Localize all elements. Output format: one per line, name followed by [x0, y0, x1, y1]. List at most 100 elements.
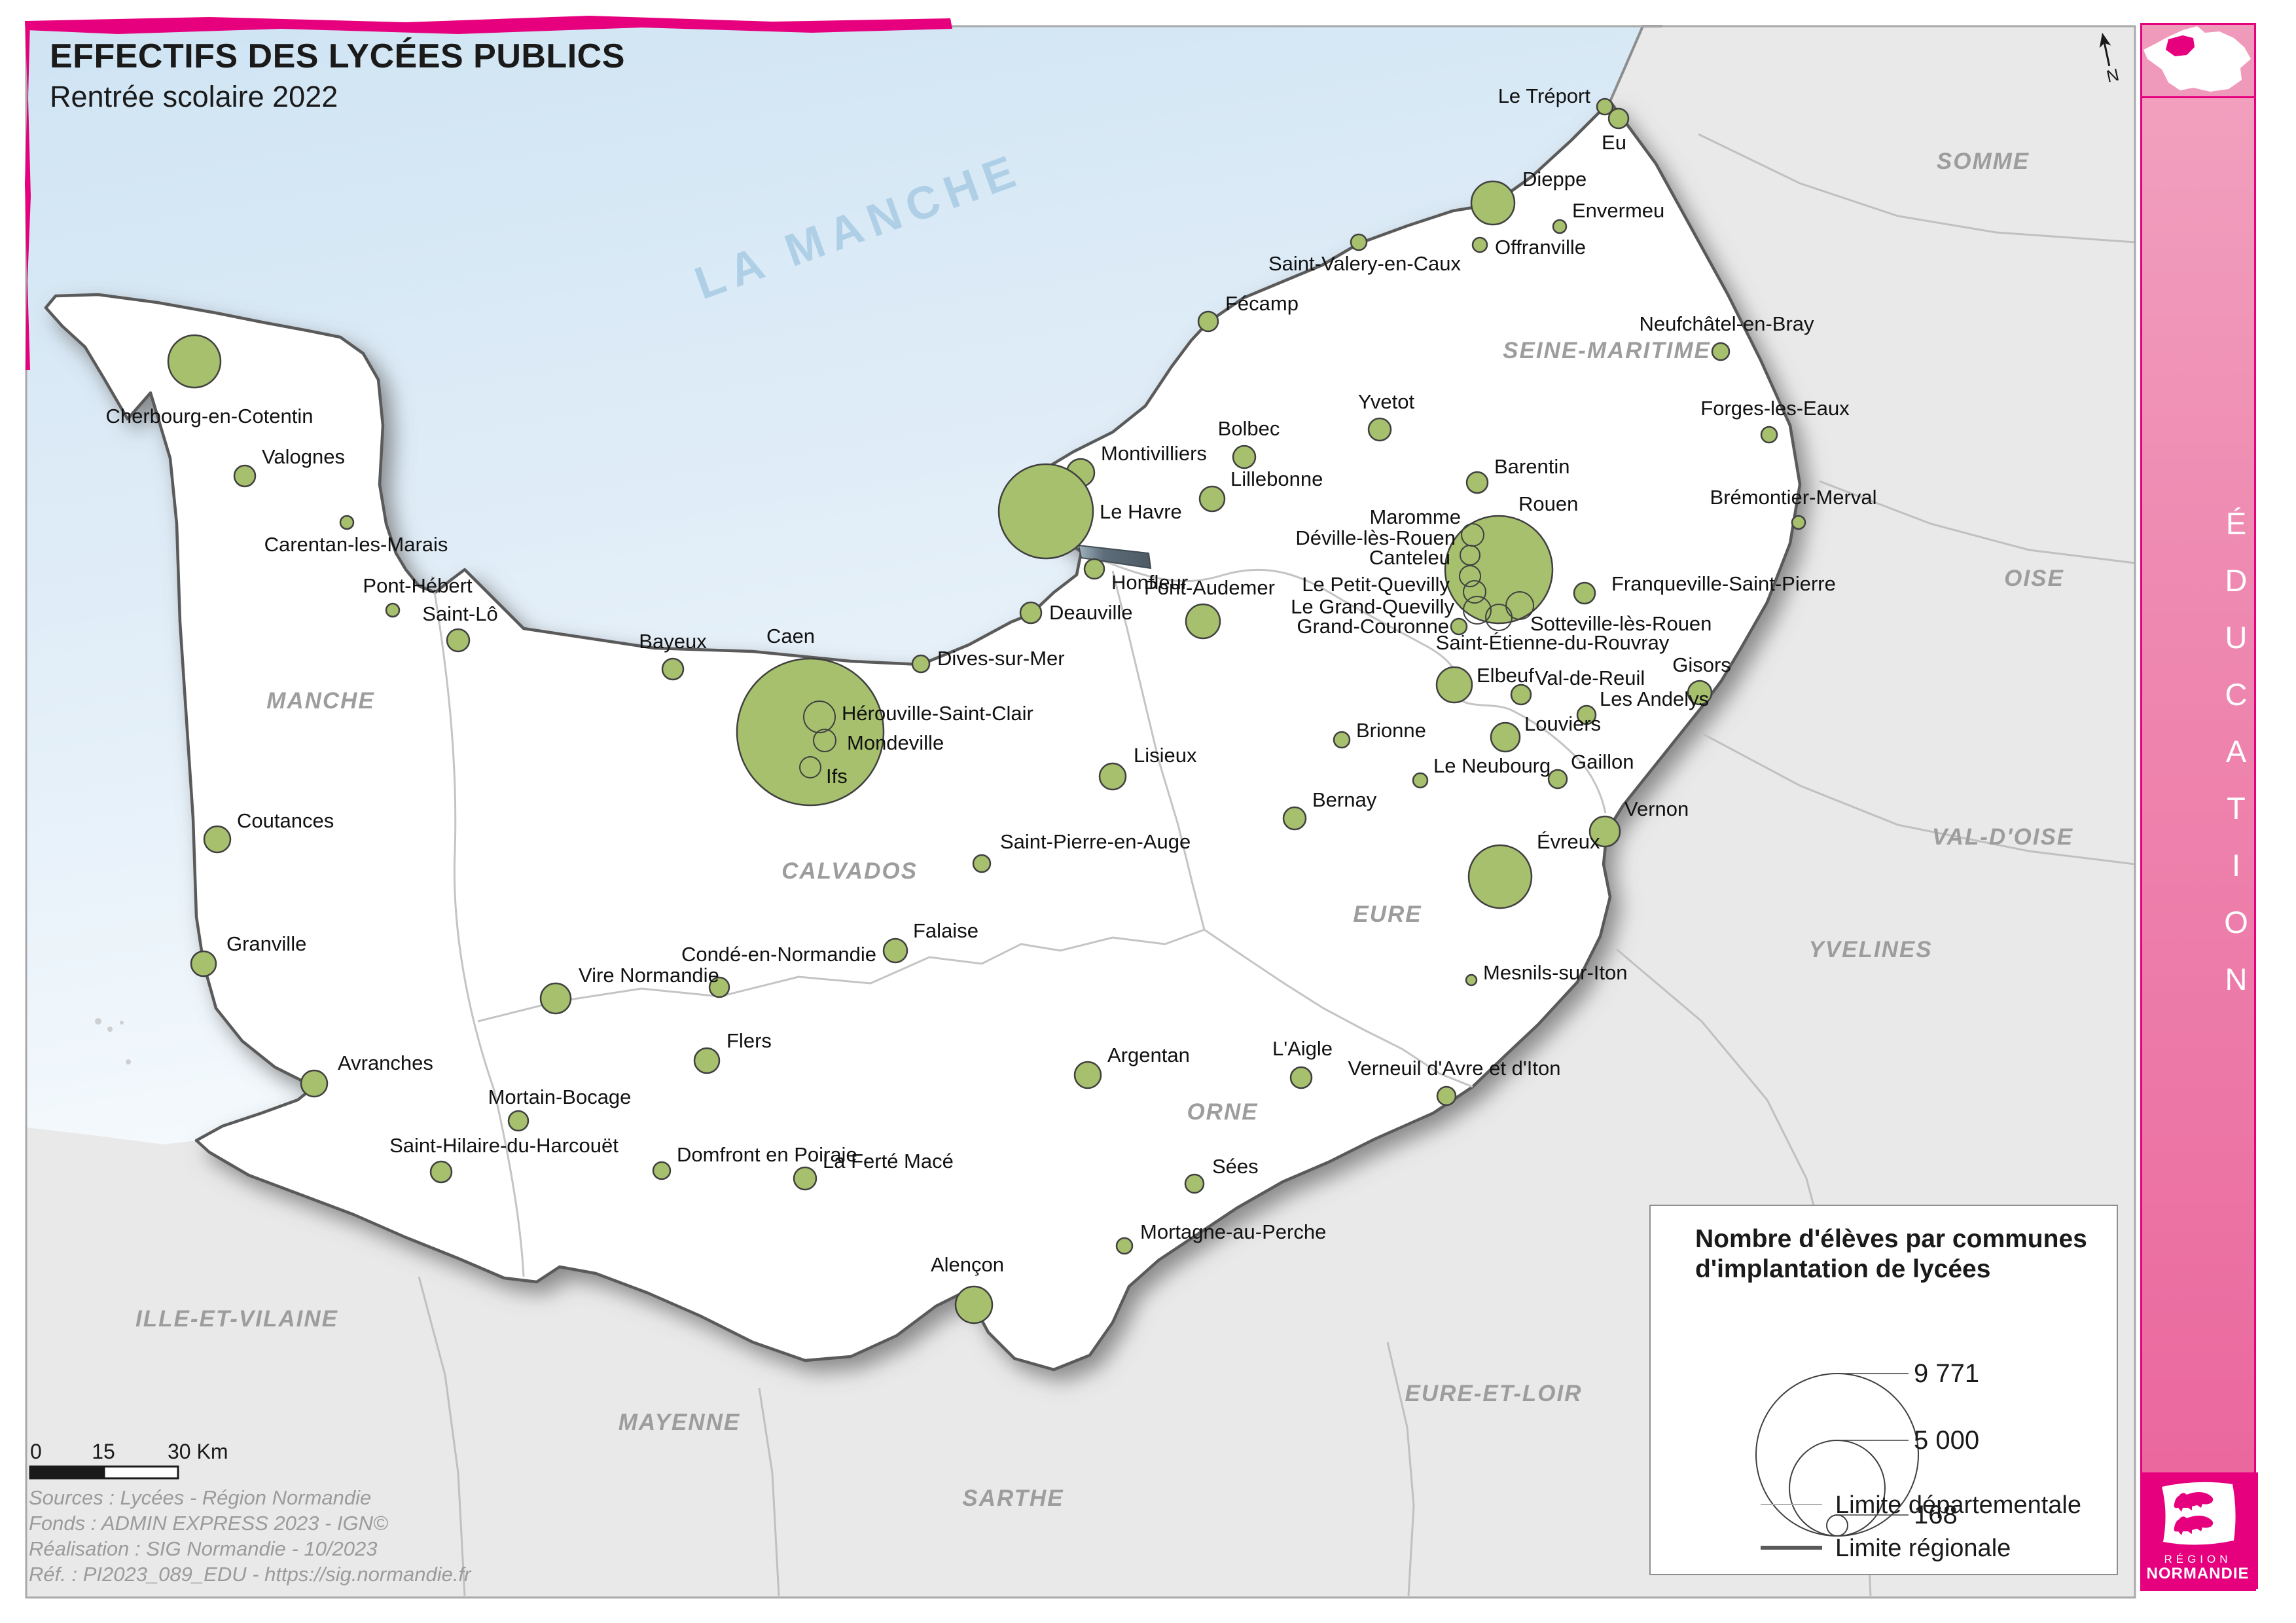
city-label: Grand-Couronne: [1297, 615, 1449, 638]
city-label: Mortain-Bocage: [488, 1085, 632, 1108]
city-circle: [1435, 666, 1473, 704]
city-label: Mortagne-au-Perche: [1140, 1220, 1326, 1243]
city-label: Vire Normandie: [579, 964, 719, 987]
brand-brush-top: [26, 16, 952, 34]
city-label: Le Grand-Quevilly: [1291, 595, 1454, 618]
city-circle: [708, 976, 730, 998]
city-label: Condé-en-Normandie: [681, 943, 876, 966]
city-circle: [429, 1160, 453, 1184]
city-circle: [1465, 974, 1478, 987]
department-label: OISE: [2004, 566, 2064, 591]
city-circle: [661, 657, 685, 681]
seine-estuary: [1077, 544, 1152, 570]
brand-brush-left: [25, 21, 31, 370]
credit-line: Fonds : ADMIN EXPRESS 2023 - IGN©: [29, 1512, 388, 1535]
city-label: Évreux: [1537, 830, 1600, 853]
scale-segment-empty: [103, 1465, 179, 1480]
credit-line: Sources : Lycées - Région Normandie: [29, 1486, 372, 1509]
city-circle-inner: [1459, 565, 1481, 587]
city-circle: [1412, 772, 1429, 789]
city-label: Le Tréport: [1498, 84, 1591, 107]
city-circle: [190, 950, 217, 977]
department-label: SARTHE: [962, 1486, 1064, 1511]
legend-box: Nombre d'élèves par communes d'implantat…: [1649, 1205, 2118, 1575]
city-circle: [1289, 1066, 1313, 1089]
city-label: Le Petit-Quevilly: [1302, 573, 1450, 596]
city-label: Pont-Hébert: [363, 574, 473, 597]
city-circle: [1184, 1173, 1205, 1194]
title-block: EFFECTIFS DES LYCÉES PUBLICS Rentrée sco…: [50, 37, 625, 114]
page-title: EFFECTIFS DES LYCÉES PUBLICS: [50, 37, 625, 75]
city-circle: [1791, 515, 1806, 530]
city-label: Envermeu: [1572, 199, 1664, 222]
city-label: Bernay: [1312, 788, 1377, 811]
city-circle: [1467, 844, 1533, 909]
city-label: Forges-les-Eaux: [1700, 397, 1850, 420]
city-label: Valognes: [262, 445, 345, 468]
city-label: Coutances: [237, 809, 334, 832]
scale-bar: 0 15 30 Km: [29, 1440, 304, 1486]
department-label: MAYENNE: [619, 1410, 740, 1435]
city-label: Rouen: [1518, 492, 1578, 515]
logo-region-text: RÉGION: [2164, 1553, 2231, 1565]
city-circle: [972, 854, 992, 873]
map-frame: [25, 25, 2136, 1599]
city-circle-inner: [1505, 591, 1534, 620]
city-circle: [997, 463, 1094, 560]
city-circle: [203, 825, 232, 854]
city-label: Bolbec: [1218, 417, 1280, 440]
department-label: YVELINES: [1808, 937, 1932, 962]
city-label: Dieppe: [1522, 168, 1587, 191]
city-label: Honfleur: [1111, 571, 1188, 594]
legend-circle: [1789, 1440, 1886, 1537]
city-circle: [1185, 603, 1221, 640]
city-circle: [1115, 1237, 1134, 1255]
city-label: Mesnils-sur-Iton: [1483, 961, 1628, 984]
legend-limit-label: Limite départementale: [1835, 1491, 2081, 1519]
city-label: Lisieux: [1134, 744, 1197, 767]
city-label: Les Andelys: [1600, 687, 1709, 710]
city-circle: [1552, 219, 1568, 234]
city-label: Saint-Hilaire-du-Harcouët: [389, 1134, 619, 1157]
city-circle: [1760, 426, 1778, 444]
departmental-borders: [431, 553, 1607, 1277]
city-label: L'Aigle: [1272, 1037, 1333, 1060]
department-label: VAL-D'OISE: [1932, 824, 2073, 850]
city-label: Val-de-Reuil: [1535, 666, 1645, 689]
city-label: Brionne: [1356, 719, 1426, 742]
city-circle: [385, 602, 401, 618]
chausey-islets: [95, 1018, 131, 1065]
city-label: Deauville: [1049, 601, 1133, 624]
city-circle: [1450, 617, 1468, 636]
city-label: Alençon: [931, 1253, 1004, 1276]
city-circle: [1596, 98, 1614, 116]
city-circle: [1711, 342, 1731, 361]
city-circle: [446, 628, 471, 653]
city-circle: [1282, 806, 1307, 831]
city-label: Argentan: [1107, 1044, 1190, 1067]
france-shape: [2144, 26, 2251, 92]
city-circle: [339, 515, 355, 530]
city-circle: [1367, 417, 1392, 442]
city-circle: [1465, 471, 1489, 494]
city-circle: [1573, 581, 1596, 605]
legend-limit-label: Limite régionale: [1835, 1535, 2011, 1562]
city-circle: [1436, 1085, 1457, 1106]
city-circle: [1083, 558, 1105, 580]
city-circle: [1073, 1061, 1102, 1089]
city-circle: [1470, 180, 1516, 226]
city-label: Granville: [226, 932, 306, 955]
city-circle: [793, 1166, 817, 1191]
department-label: MANCHE: [266, 688, 375, 714]
department-label: EURE-ET-LOIR: [1405, 1381, 1583, 1406]
city-label: Saint-Étienne-du-Rouvray: [1436, 631, 1670, 654]
city-circle: [1197, 310, 1219, 333]
scale-0: 0: [30, 1440, 42, 1463]
city-label: Dives-sur-Mer: [937, 647, 1065, 670]
city-label: Sotteville-lès-Rouen: [1530, 612, 1712, 635]
city-circle: [1588, 815, 1621, 848]
city-circle: [1350, 233, 1368, 251]
city-circle: [1098, 762, 1127, 791]
city-circle: [1444, 515, 1554, 625]
